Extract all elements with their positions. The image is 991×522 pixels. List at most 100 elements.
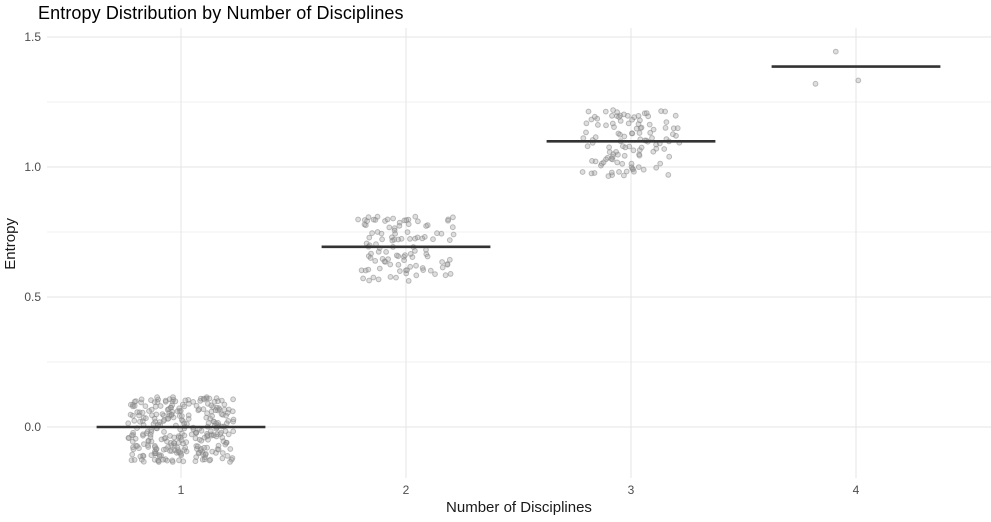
- jitter-point: [423, 223, 430, 229]
- jitter-point: [130, 403, 136, 410]
- jitter-point: [638, 144, 645, 151]
- jitter-point: [427, 267, 434, 274]
- jitter-point: [163, 446, 170, 453]
- jitter-point: [635, 164, 642, 171]
- jitter-point: [445, 217, 451, 224]
- jitter-point: [609, 112, 615, 119]
- jitter-point: [204, 410, 211, 417]
- jitter-point: [616, 169, 622, 175]
- jitter-point: [125, 435, 132, 442]
- jitter-point: [366, 277, 373, 284]
- jitter-point: [670, 125, 677, 132]
- jitter-point: [393, 252, 400, 259]
- jitter-point: [419, 235, 426, 242]
- jitter-point: [381, 258, 388, 265]
- jitter-point: [136, 412, 142, 419]
- jitter-point: [598, 160, 605, 167]
- jitter-point: [168, 411, 175, 418]
- jitter-point: [209, 448, 216, 455]
- jitter-point: [131, 398, 138, 405]
- jitter-point: [223, 420, 230, 427]
- jitter-point: [145, 444, 152, 450]
- jitter-point: [208, 402, 215, 409]
- jitter-point: [185, 416, 192, 422]
- jitter-point: [579, 169, 586, 175]
- jitter-point: [170, 394, 176, 401]
- jitter-point: [181, 403, 188, 410]
- jitter-point: [413, 272, 420, 279]
- jitter-point: [397, 268, 403, 275]
- jitter-point: [230, 416, 237, 423]
- jitter-point: [142, 403, 149, 410]
- jitter-point: [387, 261, 394, 268]
- jitter-point: [141, 441, 147, 448]
- jitter-point: [602, 108, 609, 115]
- jitter-point: [383, 249, 390, 255]
- jitter-point: [131, 417, 138, 424]
- jitter-point: [592, 134, 599, 141]
- jitter-point: [172, 398, 179, 405]
- jitter-point: [205, 420, 212, 427]
- jitter-point: [379, 236, 386, 243]
- jitter-point: [372, 258, 379, 264]
- jitter-point: [653, 164, 660, 171]
- jitter-point: [182, 397, 189, 404]
- jitter-point: [130, 446, 137, 453]
- jitter-point: [217, 431, 224, 438]
- jitter-point: [396, 219, 403, 226]
- jitter-point: [658, 108, 664, 114]
- jitter-point: [404, 267, 411, 274]
- jitter-point: [137, 453, 144, 460]
- jitter-point: [672, 112, 679, 119]
- jitter-point: [360, 275, 367, 282]
- jitter-point: [404, 229, 411, 236]
- jitter-point: [165, 406, 172, 413]
- jitter-point: [180, 440, 187, 447]
- jitter-point: [152, 448, 158, 455]
- jitter-point: [165, 415, 172, 422]
- jitter-point: [588, 170, 595, 177]
- jitter-point: [368, 250, 374, 257]
- jitter-point: [161, 429, 167, 435]
- jitter-point: [169, 459, 176, 465]
- jitter-point: [375, 276, 382, 283]
- chart-title: Entropy Distribution by Number of Discip…: [38, 3, 404, 23]
- jitter-point: [227, 446, 234, 452]
- jitter-point: [407, 251, 414, 257]
- jitter-point: [670, 131, 676, 138]
- jitter-point: [636, 152, 643, 159]
- jitter-point: [589, 158, 595, 164]
- jitter-point: [630, 147, 637, 154]
- jitter-point: [621, 133, 628, 140]
- jitter-point: [221, 406, 228, 413]
- jitter-point: [662, 125, 669, 131]
- jitter-point: [171, 434, 178, 441]
- jitter-point: [206, 457, 213, 464]
- jitter-point: [361, 221, 368, 228]
- jitter-point: [623, 168, 630, 175]
- jitter-point: [442, 272, 449, 279]
- jitter-point: [152, 403, 159, 410]
- jitter-point: [662, 108, 668, 115]
- jitter-point: [125, 420, 132, 427]
- jitter-point: [211, 432, 217, 439]
- jitter-point: [224, 453, 231, 459]
- jitter-point: [193, 454, 200, 461]
- jitter-point: [230, 428, 237, 435]
- jitter-point: [674, 125, 681, 132]
- jitter-point: [608, 169, 615, 176]
- jitter-point: [580, 135, 587, 142]
- jitter-point: [370, 216, 377, 223]
- jitter-point: [392, 230, 399, 237]
- jitter-point: [196, 406, 203, 413]
- jitter-point: [420, 267, 427, 274]
- jitter-point: [181, 447, 188, 453]
- jitter-point: [143, 430, 150, 437]
- jitter-point: [628, 160, 635, 167]
- jitter-point: [646, 121, 653, 128]
- jitter-point: [222, 428, 229, 435]
- jitter-point: [131, 457, 138, 463]
- jitter-point: [583, 120, 590, 127]
- jitter-point: [158, 436, 165, 443]
